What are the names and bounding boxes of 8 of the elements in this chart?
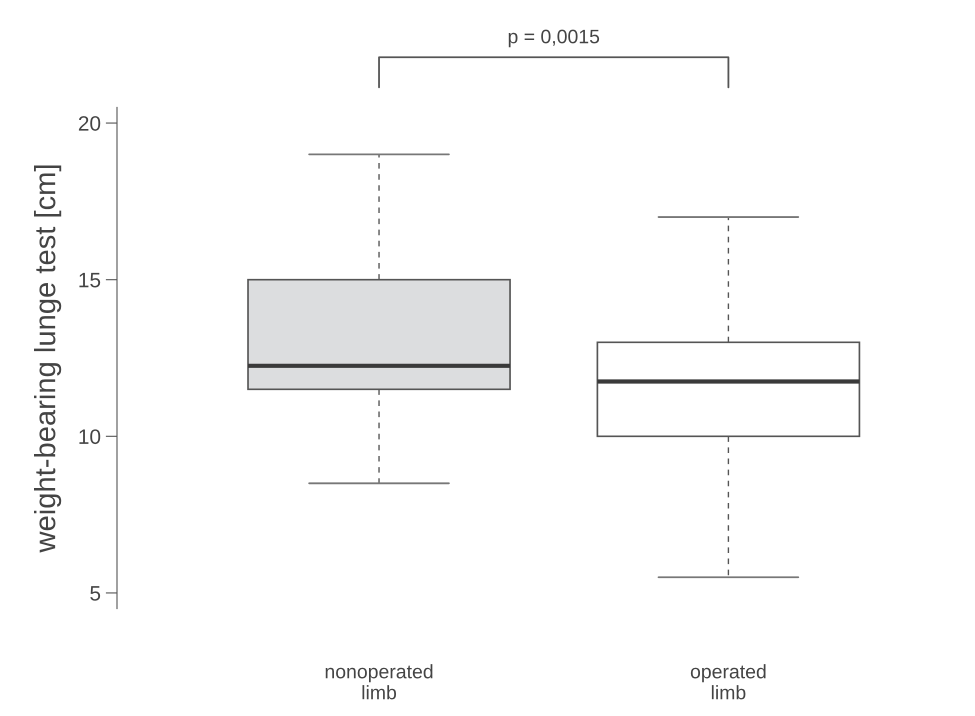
y-tick-label: 15 (79, 272, 100, 288)
y-tick-label: 20 (78, 116, 100, 131)
y-tick-label: 10 (79, 429, 100, 444)
y-tick-label: 5 (90, 586, 100, 601)
x-tick-label: operated limb (690, 664, 766, 700)
x-tick-label: nonoperated limb (326, 664, 432, 700)
y-axis-title: weight-bearing lunge test [cm] (34, 166, 62, 553)
text: p = 0,0015 (508, 30, 600, 48)
